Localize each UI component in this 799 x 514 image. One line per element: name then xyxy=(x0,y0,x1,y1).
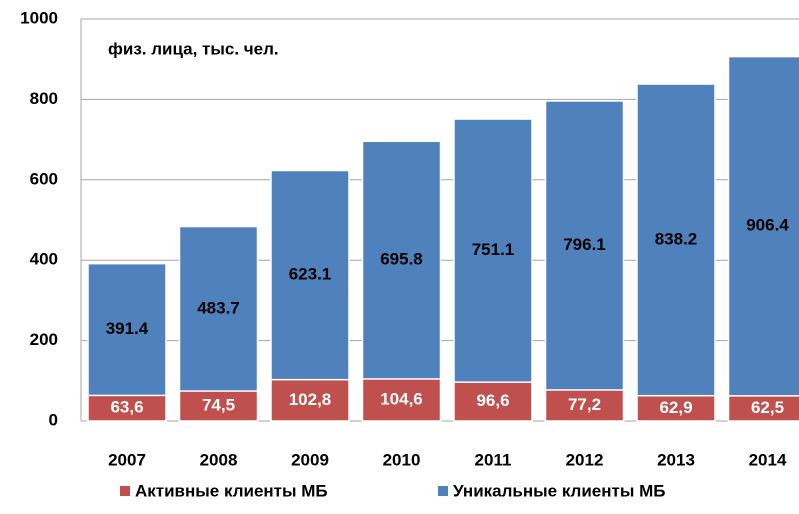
x-tick-label: 2007 xyxy=(108,450,146,469)
value-label: 102,8 xyxy=(289,390,332,409)
y-tick-label: 200 xyxy=(30,330,58,349)
value-label: 62,5 xyxy=(751,398,784,417)
bar xyxy=(270,378,350,422)
bar xyxy=(636,83,716,422)
bar xyxy=(544,100,625,422)
value-label: 483.7 xyxy=(197,298,240,317)
x-tick-label: 2011 xyxy=(475,450,512,469)
bar xyxy=(178,390,259,422)
legend-label: Уникальные клиенты МБ xyxy=(453,481,665,500)
y-tick-label: 600 xyxy=(30,169,58,188)
value-label: 695.8 xyxy=(380,250,423,269)
bar xyxy=(453,381,533,422)
value-label: 906.4 xyxy=(746,216,789,235)
bar xyxy=(361,378,442,422)
bar xyxy=(178,225,259,422)
bar xyxy=(727,55,799,422)
bar xyxy=(727,395,799,422)
legend-swatch xyxy=(438,486,448,496)
value-label: 63,6 xyxy=(110,398,143,417)
value-label: 623.1 xyxy=(289,265,332,284)
x-tick-label: 2012 xyxy=(566,450,604,469)
legend-swatch xyxy=(120,486,130,496)
bar xyxy=(636,394,716,422)
value-label: 104,6 xyxy=(380,389,423,408)
annotation: физ. лица, тыс. чел. xyxy=(108,39,279,58)
y-tick-label: 800 xyxy=(30,89,58,108)
y-tick-label: 0 xyxy=(49,410,58,429)
value-label: 96,6 xyxy=(476,391,509,410)
x-tick-label: 2013 xyxy=(657,450,695,469)
y-tick-label: 400 xyxy=(30,250,58,269)
y-tick-label: 1000 xyxy=(20,8,58,27)
value-label: 751.1 xyxy=(472,240,515,259)
legend-label: Активные клиенты МБ xyxy=(135,481,328,500)
value-label: 74,5 xyxy=(202,396,235,415)
bar xyxy=(453,118,533,422)
bar xyxy=(361,140,442,422)
x-tick-label: 2009 xyxy=(291,450,329,469)
value-label: 62,9 xyxy=(659,398,692,417)
value-label: 391.4 xyxy=(106,319,149,338)
value-label: 77,2 xyxy=(568,395,601,414)
x-tick-label: 2014 xyxy=(749,450,787,469)
x-tick-label: 2008 xyxy=(200,450,238,469)
bar xyxy=(544,389,625,422)
value-label: 796.1 xyxy=(563,235,606,254)
bar xyxy=(87,394,167,422)
value-label: 838.2 xyxy=(655,229,698,248)
x-tick-label: 2010 xyxy=(383,450,421,469)
